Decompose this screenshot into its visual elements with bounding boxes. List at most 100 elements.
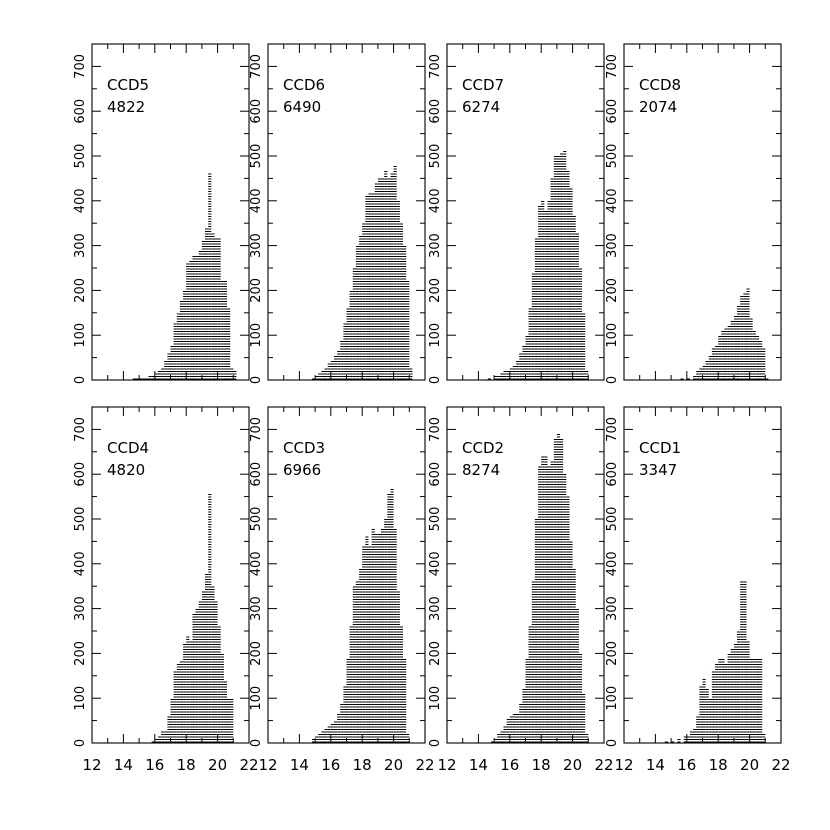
histogram-bar <box>737 306 741 380</box>
histogram-bar <box>179 661 184 743</box>
histogram-bar <box>525 336 529 380</box>
ccd-name-label: CCD8 <box>639 76 681 94</box>
y-tick-label: 300 <box>73 233 88 258</box>
histogram-bar <box>718 336 722 380</box>
histogram-bar <box>167 716 171 743</box>
histogram-bar <box>730 321 734 380</box>
histogram-bar <box>195 256 199 380</box>
histogram-bar <box>176 313 180 380</box>
y-tick-label: 600 <box>428 99 443 124</box>
histogram-bar <box>585 371 589 380</box>
ccd-count-label: 6274 <box>462 98 500 116</box>
ccd-count-label: 2074 <box>639 98 677 116</box>
histogram-bar <box>371 193 375 380</box>
y-tick-label: 0 <box>428 376 443 384</box>
histogram-bar <box>406 281 410 380</box>
histogram-bar <box>324 368 328 380</box>
y-tick-label: 200 <box>73 278 88 303</box>
histogram-bar <box>327 363 331 380</box>
histogram-bar <box>733 316 737 380</box>
histogram-bar <box>693 376 697 380</box>
histogram-bar <box>368 193 372 380</box>
panel-ccd5: 0 100 200 300 400 500 600 700 CCD5 4822 <box>73 43 250 384</box>
histogram-bar <box>409 368 413 380</box>
histogram-bar <box>217 238 221 380</box>
histogram-bar <box>384 171 388 380</box>
y-tick-label: 300 <box>428 233 443 258</box>
histogram-bar <box>349 291 353 380</box>
y-tick-label: 0 <box>605 376 620 384</box>
histogram-bar <box>560 153 564 380</box>
histogram-bar <box>500 373 504 380</box>
y-tick-label: 300 <box>249 233 264 258</box>
histogram-bar <box>519 353 523 380</box>
histogram-bar <box>494 376 498 380</box>
histogram-bar <box>189 261 193 380</box>
histogram-bar <box>330 361 334 380</box>
histogram-bar <box>399 223 403 380</box>
y-tick-label: 500 <box>605 144 620 169</box>
histogram-bar <box>205 228 209 380</box>
histogram-bar <box>157 371 162 380</box>
histogram-bar <box>214 238 218 380</box>
histogram-bar <box>198 251 202 380</box>
y-tick-label: 500 <box>428 144 443 169</box>
y-tick-label: 0 <box>73 376 88 384</box>
histogram-bar <box>346 308 350 380</box>
histogram-bar <box>164 361 168 380</box>
histogram-bar <box>534 238 539 380</box>
histogram-bar <box>359 236 363 380</box>
histogram-bar <box>167 353 171 380</box>
y-tick-label: 200 <box>428 278 443 303</box>
panel-ccd6: 0 100 200 300 400 500 600 700 CCD6 6490 <box>249 43 426 384</box>
histogram-bar <box>497 376 501 380</box>
histogram-bar <box>154 739 158 743</box>
histogram-bar <box>355 246 360 380</box>
histogram-bar <box>506 371 510 380</box>
ccd-count-label: 4822 <box>107 98 145 116</box>
y-tick-label: 600 <box>605 99 620 124</box>
histogram-bar <box>340 341 344 380</box>
y-tick-label: 400 <box>73 188 88 213</box>
panel-frame <box>623 43 782 381</box>
histogram-bar <box>550 178 554 380</box>
histogram-bar <box>556 156 560 380</box>
histogram-bar <box>183 291 187 380</box>
histogram-bar <box>333 356 338 380</box>
histogram-bar <box>176 664 180 743</box>
y-tick-label: 700 <box>249 54 264 79</box>
histogram-bar <box>547 201 551 380</box>
histogram-bar <box>563 151 567 380</box>
histogram-bar <box>762 348 766 380</box>
y-tick-label: 0 <box>249 376 264 384</box>
histogram-bar <box>711 348 716 380</box>
histogram-bar <box>186 636 190 743</box>
y-tick-label: 100 <box>605 323 620 348</box>
histogram-bar <box>516 361 520 380</box>
histogram-bar <box>512 366 517 380</box>
histogram-bar <box>195 609 199 743</box>
histogram-bar <box>572 216 576 380</box>
histogram-bar <box>528 308 532 380</box>
histogram-bar <box>749 318 753 380</box>
histogram-bar <box>396 201 400 380</box>
histogram-bar <box>696 371 700 380</box>
histogram-bar <box>337 351 341 380</box>
histogram-bar <box>201 591 205 743</box>
y-tick-label: 300 <box>605 233 620 258</box>
histogram-bar <box>377 178 381 380</box>
ccd-name-label: CCD5 <box>107 76 149 94</box>
y-tick-label: 700 <box>73 54 88 79</box>
panel-ccd7: 0 100 200 300 400 500 600 700 CCD7 6274 <box>428 43 605 384</box>
y-tick-label: 200 <box>605 278 620 303</box>
histogram-bar <box>183 644 187 743</box>
histogram-bar <box>755 336 759 380</box>
histogram-bar <box>566 171 570 380</box>
histogram-bar <box>544 211 548 380</box>
histogram-bar <box>170 699 174 743</box>
histogram-bar <box>759 341 763 380</box>
panel-frame <box>446 43 605 381</box>
histogram-bar <box>705 361 709 380</box>
y-tick-label: 400 <box>605 188 620 213</box>
